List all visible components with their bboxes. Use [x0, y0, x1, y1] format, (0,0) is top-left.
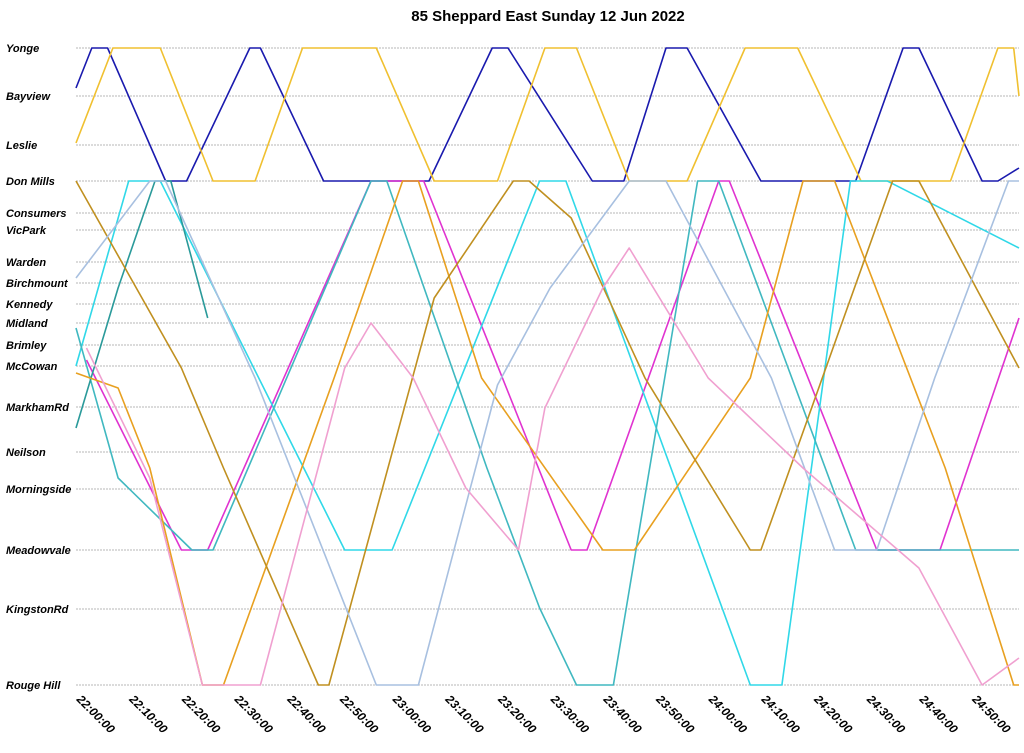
trip-line-2 — [85, 180, 1020, 551]
trip-line-3 — [75, 180, 1020, 686]
time-tick-label: 23:50:00 — [653, 692, 698, 737]
time-tick-label: 23:10:00 — [442, 692, 487, 737]
stop-label: VicPark — [6, 225, 47, 237]
time-tick-label: 22:20:00 — [179, 692, 224, 737]
trip-line-9 — [85, 247, 1020, 686]
stop-label: Midland — [6, 318, 48, 330]
time-tick-label: 24:30:00 — [863, 692, 908, 737]
stop-label: Kennedy — [6, 299, 53, 311]
trip-line-0 — [75, 47, 1020, 182]
stop-label: KingstonRd — [6, 604, 69, 616]
stop-label: Neilson — [6, 447, 46, 459]
time-tick-label: 23:20:00 — [495, 692, 540, 737]
trip-line-5 — [75, 180, 209, 429]
time-tick-label: 22:30:00 — [231, 692, 276, 737]
time-tick-label: 22:00:00 — [73, 692, 118, 737]
trip-line-8 — [75, 180, 1019, 686]
stop-label: Don Mills — [6, 176, 55, 188]
stop-label: Rouge Hill — [6, 680, 61, 692]
time-tick-label: 24:00:00 — [705, 692, 750, 737]
trip-line-4 — [75, 180, 1019, 686]
time-tick-label: 22:50:00 — [337, 692, 382, 737]
stop-label: Warden — [6, 257, 46, 269]
trip-line-6 — [75, 180, 1019, 686]
stop-label: Leslie — [6, 140, 37, 152]
gridlines — [76, 47, 1019, 686]
time-tick-label: 24:50:00 — [969, 692, 1014, 737]
chart-title: 85 Sheppard East Sunday 12 Jun 2022 — [411, 8, 684, 25]
stop-label: Meadowvale — [6, 545, 71, 557]
stop-label: McCowan — [6, 361, 58, 373]
trip-line-1 — [75, 47, 1020, 182]
time-tick-label: 22:40:00 — [284, 692, 329, 737]
time-tick-label: 24:10:00 — [758, 692, 803, 737]
time-tick-label: 23:40:00 — [600, 692, 645, 737]
stop-label: Consumers — [6, 208, 67, 220]
stop-label: Yonge — [6, 43, 39, 55]
time-tick-label: 24:20:00 — [811, 692, 856, 737]
time-tick-label: 23:00:00 — [389, 692, 434, 737]
trip-lines — [75, 47, 1020, 686]
stop-label: Brimley — [6, 340, 47, 352]
trip-line-7 — [75, 180, 1020, 686]
stop-labels: Yonge Bayview Leslie Don Mills Consumers VicP… — [6, 43, 71, 692]
time-tick-label: 22:10:00 — [126, 692, 171, 737]
stop-label: Morningside — [6, 484, 71, 496]
time-tick-label: 23:30:00 — [547, 692, 592, 737]
stop-label: MarkhamRd — [6, 402, 69, 414]
stop-label: Bayview — [6, 91, 51, 103]
time-tick-label: 24:40:00 — [916, 692, 961, 737]
time-labels: 22:00:00 22:10:00 22:20:00 22:30:00 22:40:00… — [73, 692, 1013, 737]
stop-label: Birchmount — [6, 278, 69, 290]
